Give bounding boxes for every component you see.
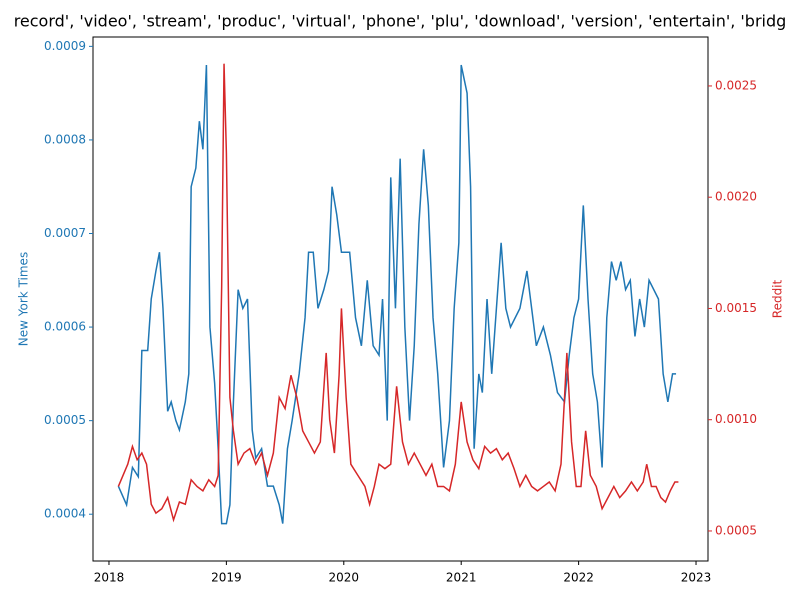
y-axis-label: New York Times <box>17 252 31 346</box>
y2-tick-label: 0.0020 <box>715 190 757 204</box>
x-tick-label: 2022 <box>563 571 594 585</box>
x-tick-label: 2018 <box>94 571 125 585</box>
series-line <box>117 63 679 523</box>
y2-tick-label: 0.0005 <box>715 523 757 537</box>
y2-tick-label: 0.0015 <box>715 301 757 315</box>
series-line <box>117 64 677 525</box>
y2-tick-label: 0.0010 <box>715 412 757 426</box>
x-tick-label: 2023 <box>681 571 712 585</box>
y-tick-label: 0.0005 <box>44 413 86 427</box>
y-tick-label: 0.0006 <box>44 320 86 334</box>
y-tick-label: 0.0009 <box>44 39 86 53</box>
y2-axis-label: Reddit <box>771 279 785 318</box>
x-tick-label: 2020 <box>329 571 360 585</box>
chart-title: record', 'video', 'stream', 'produc', 'v… <box>14 12 787 31</box>
plot-frame <box>92 36 709 562</box>
y2-tick-label: 0.0025 <box>715 78 757 92</box>
x-tick-label: 2021 <box>446 571 477 585</box>
y-tick-label: 0.0008 <box>44 132 86 146</box>
y-tick-label: 0.0004 <box>44 507 86 521</box>
y-tick-label: 0.0007 <box>44 226 86 240</box>
x-tick-label: 2019 <box>211 571 242 585</box>
